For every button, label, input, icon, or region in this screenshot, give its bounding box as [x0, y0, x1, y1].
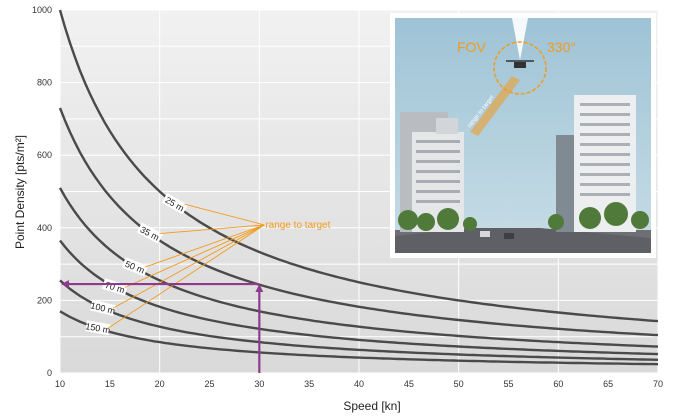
range-beam — [470, 76, 520, 136]
curve-label: 150 m — [85, 321, 111, 335]
y-tick-label: 800 — [37, 78, 52, 88]
x-tick-label: 65 — [603, 379, 613, 389]
y-tick-label: 200 — [37, 295, 52, 305]
leader-line — [144, 224, 265, 268]
x-tick-labels: 10 15 20 25 30 35 40 45 50 55 60 65 70 — [55, 379, 663, 389]
grid-lines — [59, 9, 659, 374]
inset-car-1 — [480, 231, 490, 237]
curve-label-bg — [161, 192, 189, 215]
leader-line — [107, 224, 265, 329]
curve-150m — [59, 310, 659, 366]
x-tick-label: 15 — [105, 379, 115, 389]
leader-line — [124, 224, 265, 288]
reading-arrows — [61, 280, 264, 373]
curve-70m — [59, 239, 659, 356]
curve-50m — [58, 187, 659, 348]
x-tick-label: 45 — [404, 379, 414, 389]
y-tick-labels: 0 200 400 600 800 1000 — [32, 5, 52, 378]
x-tick-label: 55 — [503, 379, 513, 389]
x-tick-label: 20 — [155, 379, 165, 389]
inset-illustration: FOV 330° range to target — [390, 13, 656, 258]
leader-line — [159, 224, 265, 234]
y-tick-label: 400 — [37, 223, 52, 233]
fov-label: FOV — [457, 39, 486, 55]
fov-circle — [493, 41, 547, 95]
y-tick-label: 0 — [47, 368, 52, 378]
leader-line — [184, 203, 265, 226]
leader-line — [112, 224, 265, 309]
curve-label-bg — [121, 257, 149, 277]
x-tick-label: 35 — [304, 379, 314, 389]
range-annotation: range to target — [265, 220, 330, 231]
curve-label-bg — [136, 222, 164, 244]
curve-35m — [58, 107, 659, 337]
sensor-device — [514, 62, 526, 68]
inset-trees — [398, 202, 649, 231]
x-tick-label: 70 — [653, 379, 663, 389]
building-right-windows — [580, 103, 630, 196]
curve-100m — [59, 279, 659, 361]
x-tick-label: 30 — [254, 379, 264, 389]
sensor-beam — [512, 18, 528, 60]
angle-label: 330° — [547, 39, 576, 55]
inset-road-perspective — [395, 228, 651, 253]
leader-lines — [107, 203, 265, 329]
x-tick-label: 50 — [454, 379, 464, 389]
curve-25m — [58, 9, 659, 323]
inset-car-2 — [504, 233, 514, 239]
x-tick-label: 60 — [553, 379, 563, 389]
x-tick-label: 25 — [204, 379, 214, 389]
y-tick-label: 600 — [37, 150, 52, 160]
x-axis-label: Speed [kn] — [343, 399, 400, 413]
x-tick-label: 10 — [55, 379, 65, 389]
curve-label-bg — [85, 320, 111, 336]
building-left-tower — [436, 118, 458, 134]
building-left-windows — [416, 140, 460, 203]
x-tick-label: 40 — [354, 379, 364, 389]
curve-label-bg — [90, 299, 116, 317]
y-tick-label: 1000 — [32, 5, 52, 15]
y-axis-label: Point Density [pts/m²] — [13, 135, 27, 249]
density-curves — [58, 9, 659, 366]
curve-label-bg — [101, 278, 129, 296]
